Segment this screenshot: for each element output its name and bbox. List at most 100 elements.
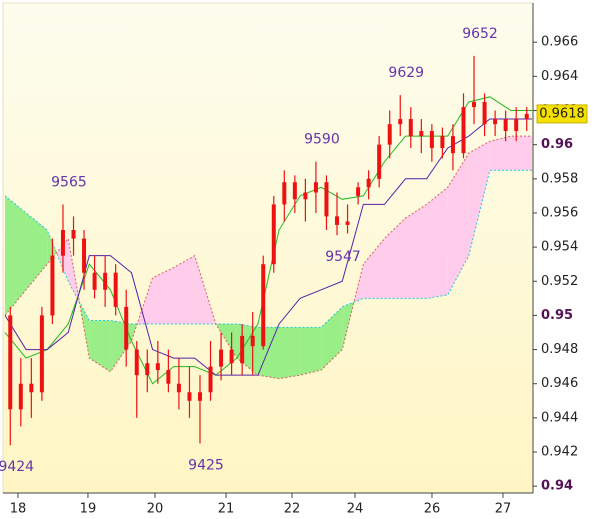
candle-body bbox=[145, 363, 150, 376]
candle-body bbox=[324, 182, 329, 217]
cloud-fill bbox=[342, 302, 354, 350]
cloud-fill bbox=[279, 327, 301, 379]
candle-body bbox=[472, 101, 477, 108]
x-tick-label: 19 bbox=[80, 502, 97, 517]
candle-body bbox=[503, 119, 508, 131]
cloud-fill bbox=[510, 136, 532, 171]
candle-body bbox=[366, 178, 371, 188]
candle-body bbox=[134, 349, 139, 376]
y-tick-label: 0.946 bbox=[541, 376, 578, 391]
candle-body bbox=[261, 264, 266, 347]
cloud-fill bbox=[405, 204, 427, 299]
cloud-fill bbox=[384, 218, 406, 299]
candle-body bbox=[429, 130, 434, 149]
candle-body bbox=[303, 192, 308, 200]
candle-body bbox=[155, 363, 160, 371]
cloud-fill bbox=[489, 136, 511, 171]
y-tick-label: 0.958 bbox=[541, 171, 578, 186]
candle-body bbox=[8, 315, 13, 410]
candle-body bbox=[450, 136, 455, 154]
x-tick-label: 24 bbox=[347, 502, 364, 517]
candle-body bbox=[71, 230, 76, 239]
cloud-fill bbox=[447, 153, 469, 295]
x-tick-label: 18 bbox=[10, 502, 27, 517]
candle-body bbox=[176, 383, 181, 393]
candle-body bbox=[377, 144, 382, 179]
cloud-fill bbox=[5, 195, 27, 316]
y-tick-label: 0.952 bbox=[541, 274, 578, 289]
y-tick-label: 0.954 bbox=[541, 240, 578, 255]
tenkan-line bbox=[4, 118, 532, 376]
candle-body bbox=[229, 349, 234, 364]
candle-body bbox=[292, 182, 297, 200]
candle-body bbox=[313, 182, 318, 193]
span-a-line bbox=[4, 169, 532, 328]
candle-body bbox=[113, 272, 118, 307]
candle-body bbox=[208, 366, 213, 393]
x-tick-label: 26 bbox=[424, 502, 441, 517]
cloud-fill bbox=[363, 238, 385, 299]
cloud-fill bbox=[152, 267, 174, 324]
cloud-fill bbox=[300, 327, 322, 376]
candle-body bbox=[18, 383, 23, 410]
candle-body bbox=[50, 255, 55, 316]
candle-body bbox=[461, 107, 466, 154]
annotation: 9547 bbox=[325, 249, 361, 265]
y-tick-label: 0.956 bbox=[541, 205, 578, 220]
annotation: 9565 bbox=[51, 174, 87, 190]
candle-body bbox=[282, 182, 287, 205]
candle-body bbox=[387, 124, 392, 145]
candle-body bbox=[60, 230, 65, 256]
x-tick-label: 20 bbox=[147, 502, 164, 517]
y-tick-label: 0.94 bbox=[541, 479, 573, 494]
x-tick-label: 21 bbox=[218, 502, 235, 517]
candle-body bbox=[103, 272, 108, 290]
y-tick-label: 0.964 bbox=[541, 69, 578, 84]
candle-body bbox=[398, 119, 403, 125]
candle-body bbox=[219, 349, 224, 367]
candle-body bbox=[29, 383, 34, 393]
candle-body bbox=[240, 335, 245, 364]
candle-body bbox=[166, 370, 171, 384]
candle-body bbox=[419, 130, 424, 137]
annotation: 9424 bbox=[0, 459, 34, 475]
y-tick-label: 0.95 bbox=[541, 308, 573, 323]
span-b-line bbox=[4, 135, 532, 380]
cloud-fill bbox=[426, 187, 448, 299]
cloud-fill bbox=[257, 327, 280, 379]
candle-body bbox=[524, 113, 529, 120]
cloud-fill bbox=[468, 141, 490, 256]
candle-body bbox=[335, 216, 340, 225]
annotation: 9652 bbox=[462, 26, 498, 42]
candle-body bbox=[345, 221, 350, 225]
candle-body bbox=[356, 187, 361, 196]
candle-body bbox=[187, 392, 192, 401]
cloud-fill bbox=[89, 320, 111, 372]
x-tick-label: 22 bbox=[284, 502, 301, 517]
y-tick-label: 0.96 bbox=[541, 137, 573, 152]
annotation: 9425 bbox=[188, 457, 224, 473]
candle-body bbox=[482, 101, 487, 125]
y-tick-label: 0.942 bbox=[541, 445, 578, 460]
annotation: 9629 bbox=[388, 65, 424, 81]
candle-body bbox=[440, 136, 445, 149]
candle-body bbox=[493, 119, 498, 125]
cloud-fill bbox=[194, 255, 216, 324]
y-tick-label: 0.966 bbox=[541, 35, 578, 50]
x-tick-label: 27 bbox=[495, 502, 512, 517]
candle-body bbox=[82, 238, 87, 273]
candle-layer: 9424 9565 9425 9590 9547 9629 9652 bbox=[0, 26, 529, 475]
candle-body bbox=[271, 204, 276, 265]
annotation: 9590 bbox=[304, 132, 340, 148]
last-price-label: 0.9618 bbox=[539, 106, 585, 121]
axis-layer: 0.94 0.942 0.944 0.946 0.948 0.95 0.952 0.954 0.… bbox=[3, 3, 588, 517]
cloud-fill bbox=[173, 255, 195, 324]
cloud-fill bbox=[68, 238, 80, 303]
candle-body bbox=[92, 272, 97, 290]
candle-body bbox=[39, 315, 44, 393]
y-tick-label: 0.948 bbox=[541, 342, 578, 357]
candle-body bbox=[408, 119, 413, 137]
last-price-box bbox=[536, 104, 588, 124]
cloud-fill bbox=[26, 212, 48, 290]
